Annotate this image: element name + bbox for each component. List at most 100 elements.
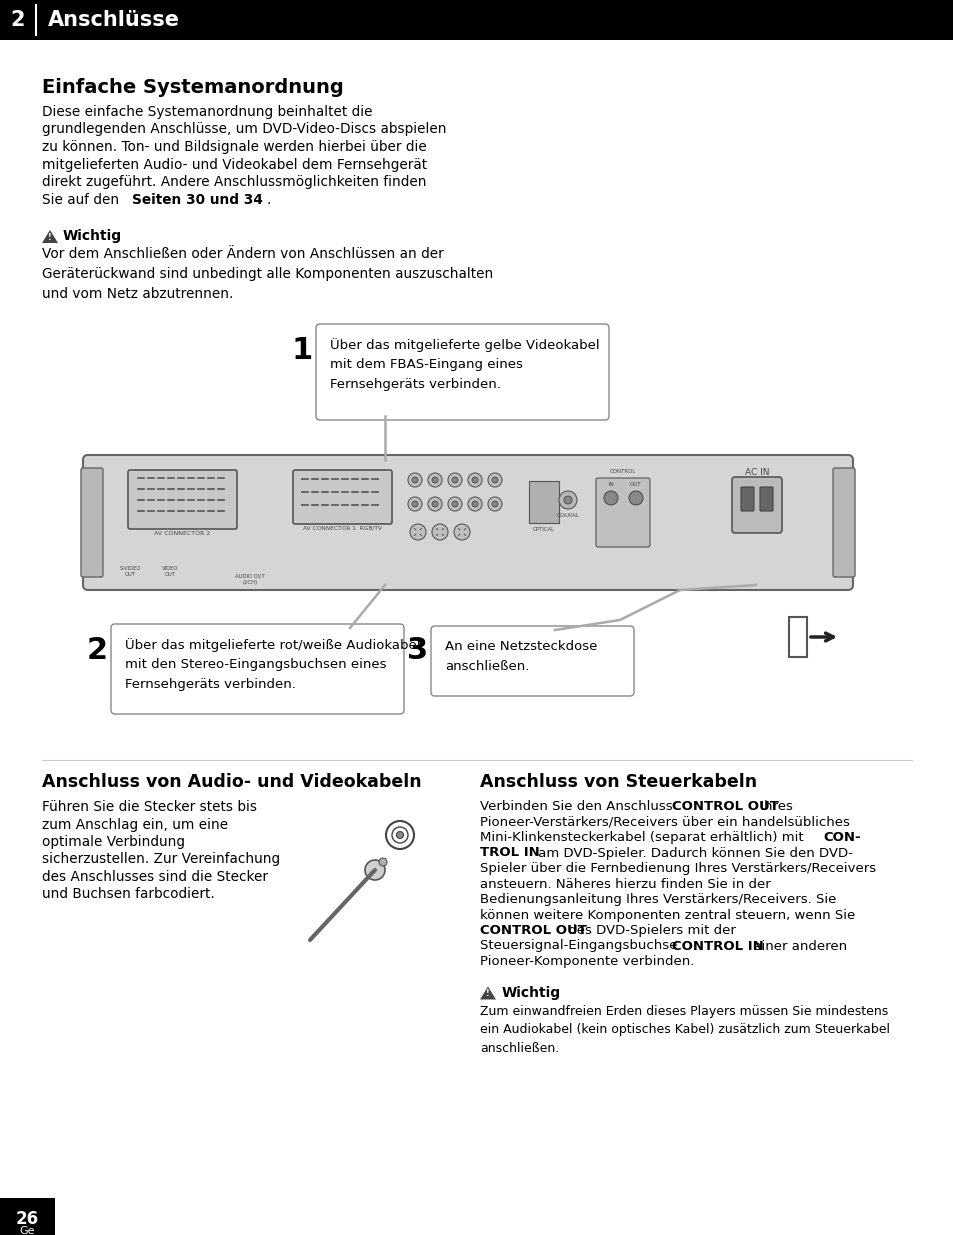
Circle shape: [628, 492, 642, 505]
Circle shape: [448, 473, 461, 487]
Text: Einfache Systemanordnung: Einfache Systemanordnung: [42, 78, 343, 98]
Text: mitgelieferten Audio- und Videokabel dem Fernsehgerät: mitgelieferten Audio- und Videokabel dem…: [42, 158, 427, 172]
Circle shape: [488, 473, 501, 487]
Text: Pioneer-Komponente verbinden.: Pioneer-Komponente verbinden.: [479, 955, 694, 968]
FancyBboxPatch shape: [596, 478, 649, 547]
Text: OPTICAL: OPTICAL: [533, 527, 555, 532]
Text: CONTROL: CONTROL: [609, 469, 636, 474]
Circle shape: [603, 492, 618, 505]
Circle shape: [432, 477, 437, 483]
Circle shape: [468, 496, 481, 511]
FancyBboxPatch shape: [740, 487, 753, 511]
Text: Wichtig: Wichtig: [501, 986, 560, 999]
FancyBboxPatch shape: [431, 626, 634, 697]
Text: grundlegenden Anschlüsse, um DVD-Video-Discs abspielen: grundlegenden Anschlüsse, um DVD-Video-D…: [42, 122, 446, 137]
Circle shape: [472, 501, 477, 508]
Circle shape: [432, 524, 448, 540]
Text: VIDEO
OUT: VIDEO OUT: [162, 566, 178, 577]
Text: Führen Sie die Stecker stets bis: Führen Sie die Stecker stets bis: [42, 800, 256, 814]
Text: CONTROL OUT: CONTROL OUT: [672, 800, 779, 813]
Text: Anschlüsse: Anschlüsse: [48, 10, 180, 30]
Text: direkt zugeführt. Andere Anschlussmöglichkeiten finden: direkt zugeführt. Andere Anschlussmöglic…: [42, 175, 426, 189]
Text: Bedienungsanleitung Ihres Verstärkers/Receivers. Sie: Bedienungsanleitung Ihres Verstärkers/Re…: [479, 893, 836, 906]
Text: 1: 1: [292, 336, 313, 366]
Text: und Buchsen farbcodiert.: und Buchsen farbcodiert.: [42, 888, 214, 902]
Text: optimale Verbindung: optimale Verbindung: [42, 835, 185, 848]
Text: CON-: CON-: [822, 831, 860, 844]
Circle shape: [563, 496, 572, 504]
Circle shape: [386, 821, 414, 848]
Circle shape: [468, 473, 481, 487]
Text: .: .: [267, 193, 271, 206]
Text: Über das mitgelieferte rot/weiße Audiokabel
mit den Stereo-Eingangsbuchsen eines: Über das mitgelieferte rot/weiße Audioka…: [125, 638, 420, 690]
Text: Steuersignal-Eingangsbuchse: Steuersignal-Eingangsbuchse: [479, 940, 680, 952]
Text: Verbinden Sie den Anschluss: Verbinden Sie den Anschluss: [479, 800, 677, 813]
Text: am DVD-Spieler. Dadurch können Sie den DVD-: am DVD-Spieler. Dadurch können Sie den D…: [533, 846, 852, 860]
Text: CONTROL IN: CONTROL IN: [672, 940, 763, 952]
Text: TROL IN: TROL IN: [479, 846, 539, 860]
Circle shape: [432, 501, 437, 508]
Text: AC IN: AC IN: [744, 468, 768, 477]
FancyBboxPatch shape: [760, 487, 772, 511]
Text: einer anderen: einer anderen: [748, 940, 846, 952]
Text: Anschluss von Steuerkabeln: Anschluss von Steuerkabeln: [479, 773, 757, 790]
Circle shape: [558, 492, 577, 509]
Circle shape: [428, 496, 441, 511]
Circle shape: [452, 501, 457, 508]
FancyBboxPatch shape: [81, 468, 103, 577]
Text: Ge: Ge: [19, 1226, 34, 1235]
Circle shape: [492, 477, 497, 483]
Circle shape: [452, 477, 457, 483]
Circle shape: [378, 858, 387, 866]
Text: des DVD-Spielers mit der: des DVD-Spielers mit der: [563, 924, 736, 937]
Text: Vor dem Anschließen oder Ändern von Anschlüssen an der
Geräterückwand sind unbed: Vor dem Anschließen oder Ändern von Ansc…: [42, 247, 493, 301]
Circle shape: [492, 501, 497, 508]
Text: Seiten 30 und 34: Seiten 30 und 34: [132, 193, 262, 206]
Circle shape: [396, 831, 403, 839]
Circle shape: [488, 496, 501, 511]
Text: Wichtig: Wichtig: [63, 228, 122, 243]
Circle shape: [454, 524, 470, 540]
Text: IN: IN: [607, 482, 613, 487]
Text: CONTROL OUT: CONTROL OUT: [479, 924, 586, 937]
FancyBboxPatch shape: [128, 471, 236, 529]
Text: S-VIDEO
OUT: S-VIDEO OUT: [119, 566, 140, 577]
Circle shape: [472, 477, 477, 483]
Text: sicherzustellen. Zur Vereinfachung: sicherzustellen. Zur Vereinfachung: [42, 852, 280, 867]
Circle shape: [408, 496, 421, 511]
Text: An eine Netzsteckdose
anschließen.: An eine Netzsteckdose anschließen.: [444, 640, 597, 673]
Text: zum Anschlag ein, um eine: zum Anschlag ein, um eine: [42, 818, 228, 831]
Text: ansteuern. Näheres hierzu finden Sie in der: ansteuern. Näheres hierzu finden Sie in …: [479, 878, 770, 890]
Circle shape: [448, 496, 461, 511]
Polygon shape: [479, 987, 496, 999]
FancyBboxPatch shape: [731, 477, 781, 534]
Bar: [0, 0, 953, 40]
Text: des Anschlusses sind die Stecker: des Anschlusses sind die Stecker: [42, 869, 268, 884]
Circle shape: [412, 477, 417, 483]
Text: können weitere Komponenten zentral steuern, wenn Sie: können weitere Komponenten zentral steue…: [479, 909, 854, 921]
FancyBboxPatch shape: [832, 468, 854, 577]
Text: OUT: OUT: [630, 482, 641, 487]
Circle shape: [408, 473, 421, 487]
Text: 3: 3: [407, 636, 428, 664]
Text: AUDIO OUT
(2CH): AUDIO OUT (2CH): [234, 574, 265, 585]
Text: Pioneer-Verstärkers/Receivers über ein handelsübliches: Pioneer-Verstärkers/Receivers über ein h…: [479, 815, 849, 829]
FancyBboxPatch shape: [529, 480, 558, 522]
Circle shape: [410, 524, 426, 540]
Text: !: !: [49, 232, 51, 242]
Text: 2: 2: [87, 636, 108, 664]
Text: Ihres: Ihres: [756, 800, 792, 813]
Text: Sie auf den: Sie auf den: [42, 193, 123, 206]
Text: COAXIAL: COAXIAL: [556, 513, 578, 517]
FancyBboxPatch shape: [315, 324, 608, 420]
Polygon shape: [42, 230, 58, 243]
Text: Mini-Klinkensteckerkabel (separat erhältlich) mit: Mini-Klinkensteckerkabel (separat erhält…: [479, 831, 807, 844]
FancyBboxPatch shape: [111, 624, 403, 714]
Text: 2: 2: [10, 10, 25, 30]
Text: Zum einwandfreien Erden dieses Players müssen Sie mindestens
ein Audiokabel (kei: Zum einwandfreien Erden dieses Players m…: [479, 1004, 889, 1055]
Text: Spieler über die Fernbedienung Ihres Verstärkers/Receivers: Spieler über die Fernbedienung Ihres Ver…: [479, 862, 875, 876]
FancyBboxPatch shape: [83, 454, 852, 590]
Circle shape: [428, 473, 441, 487]
Text: Diese einfache Systemanordnung beinhaltet die: Diese einfache Systemanordnung beinhalte…: [42, 105, 372, 119]
FancyBboxPatch shape: [788, 618, 806, 657]
